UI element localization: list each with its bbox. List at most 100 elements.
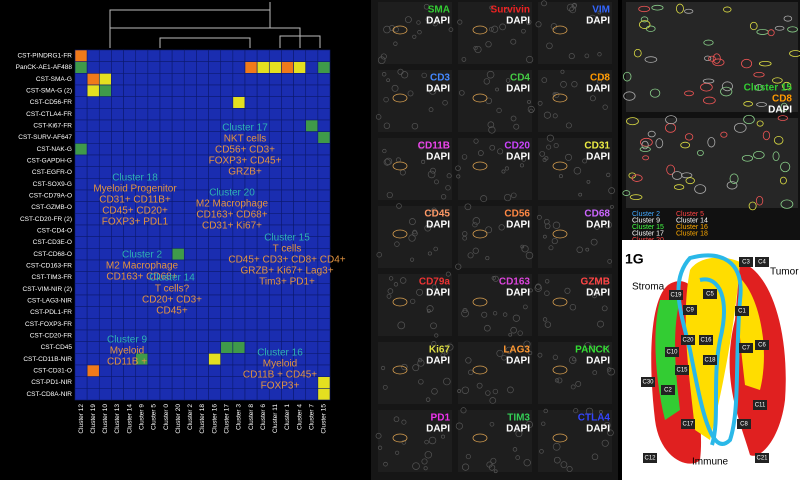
cell-nucleus	[430, 322, 437, 330]
counterstain-label: DAPI	[506, 16, 530, 27]
cell-nucleus	[528, 288, 533, 293]
heatmap-cell	[123, 108, 137, 121]
heatmap-cell	[135, 283, 149, 296]
counterstain-label: DAPI	[506, 424, 530, 435]
cell-nucleus	[431, 388, 438, 395]
cell-nucleus	[397, 321, 406, 330]
cell-outline	[633, 49, 642, 58]
heatmap-cell	[183, 213, 197, 226]
cell-outline	[748, 201, 757, 211]
heatmap-cell	[281, 178, 294, 191]
cell-nucleus	[492, 311, 498, 316]
heatmap-cell	[196, 318, 209, 331]
heatmap-cell	[220, 341, 234, 354]
cell-nucleus	[603, 421, 611, 429]
cell-nucleus	[375, 114, 382, 120]
annotation-line: CD56+ CD3+	[215, 145, 275, 156]
cell-nucleus	[560, 69, 565, 74]
heatmap-cell	[244, 236, 258, 249]
cell-nucleus	[383, 158, 391, 166]
cell-nucleus	[528, 350, 533, 356]
cell-nucleus	[521, 157, 527, 162]
cell-nucleus	[388, 276, 394, 281]
counterstain-label: DAPI	[426, 16, 450, 27]
heatmap-cell	[268, 131, 282, 144]
heatmap-cell	[159, 318, 173, 331]
cell-nucleus	[520, 244, 525, 249]
region-label: Stroma	[632, 282, 665, 293]
heatmap-cell	[98, 49, 112, 62]
marker-label: CD20	[504, 141, 530, 152]
heatmap-cell	[171, 353, 185, 366]
heatmap-cell	[147, 49, 161, 62]
heatmap-cell	[86, 119, 100, 132]
region-label: Immune	[692, 457, 729, 468]
heatmap-cell	[232, 61, 246, 74]
cell-outline	[780, 161, 791, 173]
heatmap-cell	[183, 108, 197, 121]
heatmap-cell	[86, 131, 100, 144]
cell-outline	[720, 131, 728, 138]
heatmap-cell	[220, 84, 234, 97]
cell-nucleus	[496, 349, 504, 357]
cell-nucleus	[569, 356, 577, 364]
cell-nucleus	[553, 456, 561, 464]
cluster-title: Cluster 15	[744, 83, 793, 94]
cell-nucleus	[474, 45, 482, 54]
heatmap-cell	[196, 154, 209, 167]
annotation-line: CD163+ CD68+	[196, 210, 267, 221]
cell-outline	[666, 164, 675, 175]
heatmap-cell	[305, 189, 319, 202]
cell-nucleus	[432, 21, 438, 27]
cell-nucleus	[433, 246, 438, 252]
cell-nucleus	[554, 378, 560, 383]
heatmap-cell	[305, 353, 319, 366]
cell-nucleus	[485, 226, 493, 234]
heatmap-cell	[208, 236, 222, 249]
cell-nucleus	[377, 445, 383, 450]
heatmap-cell	[86, 283, 100, 296]
heatmap-cell	[317, 294, 331, 307]
cell-nucleus	[429, 223, 434, 228]
cell-nucleus	[472, 222, 478, 228]
heatmap-cell	[317, 119, 331, 132]
cell-nucleus	[393, 41, 398, 46]
heatmap-cell	[208, 108, 222, 121]
heatmap-cell	[74, 189, 88, 202]
annotation-title: Cluster 2	[122, 250, 162, 261]
heatmap-cell	[123, 283, 137, 296]
heatmap-cell	[281, 73, 294, 86]
cell-outline	[755, 83, 763, 92]
cell-nucleus	[481, 311, 488, 318]
cell-nucleus	[375, 432, 382, 439]
heatmap-cell	[268, 119, 282, 132]
heatmap-cell	[135, 61, 149, 74]
cell-nucleus	[472, 217, 481, 225]
heatmap-cell	[183, 329, 197, 342]
cell-nucleus	[505, 346, 513, 354]
heatmap-cell	[171, 201, 185, 214]
cell-outline	[392, 297, 408, 307]
cell-nucleus	[515, 430, 523, 438]
marker-label: PD1	[431, 413, 451, 424]
counterstain-label: DAPI	[768, 105, 792, 116]
heatmap-cell	[74, 376, 88, 389]
heatmap-cell	[208, 271, 222, 284]
heatmap-cell	[268, 213, 282, 226]
cell-nucleus	[489, 397, 497, 404]
cell-nucleus	[508, 332, 513, 337]
column-label: Cluster 1	[284, 404, 291, 430]
heatmap-cell	[305, 329, 319, 342]
row-label: CST-CD68-O	[33, 251, 72, 258]
cell-outline	[723, 6, 732, 13]
cell-nucleus	[393, 416, 400, 423]
heatmap-cell	[305, 341, 319, 354]
cell-nucleus	[428, 436, 437, 445]
heatmap-cell	[98, 131, 112, 144]
cell-outline	[644, 56, 658, 63]
heatmap-cell	[244, 61, 258, 74]
heatmap-cell	[196, 96, 209, 109]
heatmap-cell	[232, 283, 246, 296]
heatmap-cell	[317, 213, 331, 226]
heatmap-cell	[208, 318, 222, 331]
